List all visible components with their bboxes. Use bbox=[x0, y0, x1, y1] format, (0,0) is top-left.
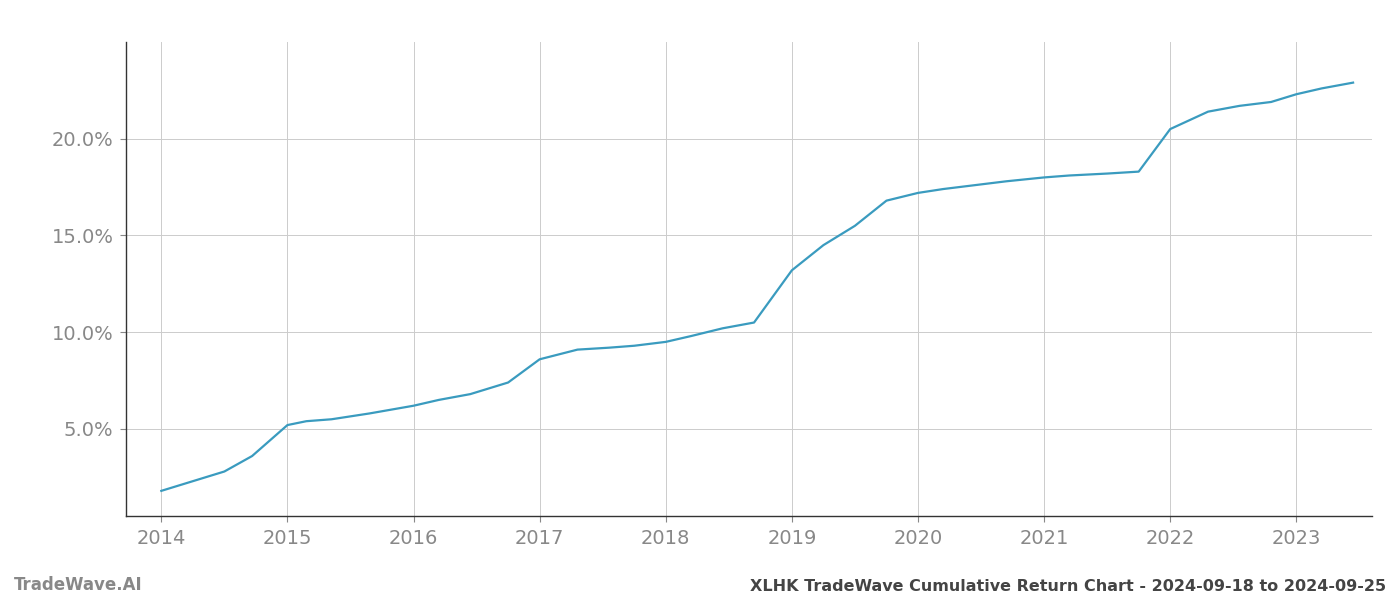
Text: XLHK TradeWave Cumulative Return Chart - 2024-09-18 to 2024-09-25: XLHK TradeWave Cumulative Return Chart -… bbox=[750, 579, 1386, 594]
Text: TradeWave.AI: TradeWave.AI bbox=[14, 576, 143, 594]
